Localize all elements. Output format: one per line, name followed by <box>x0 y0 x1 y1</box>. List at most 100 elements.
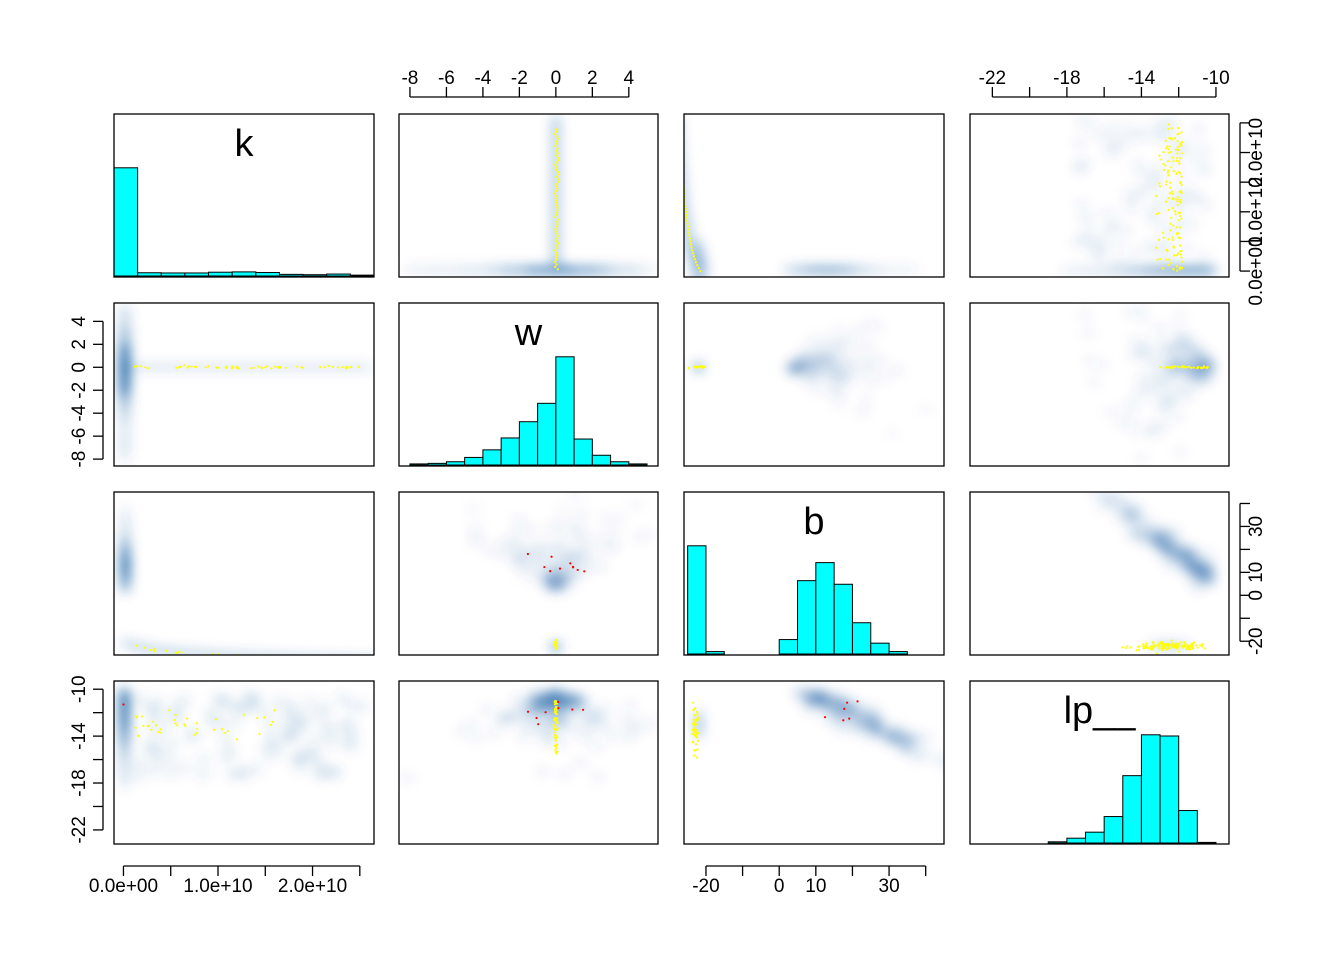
draw-point <box>1178 226 1182 229</box>
draw-point <box>1179 157 1182 160</box>
histogram-bar <box>1140 734 1161 844</box>
draw-point <box>144 366 147 369</box>
histogram-bar <box>1066 837 1087 844</box>
draw-point <box>1177 127 1180 130</box>
x-tick-label: -2 <box>511 68 528 89</box>
density-blob <box>1143 388 1158 395</box>
density-blob <box>496 717 508 726</box>
draw-point <box>284 366 287 369</box>
draw-point <box>1174 148 1177 151</box>
draw-point <box>174 713 177 717</box>
draw-point <box>269 723 272 726</box>
draw-point <box>1177 236 1180 239</box>
density-blob <box>1095 361 1109 368</box>
x-tick-label: 2 <box>587 68 598 89</box>
draw-point <box>1170 644 1174 647</box>
draw-point <box>248 657 250 659</box>
draw-point <box>556 235 559 238</box>
draw-point <box>270 367 273 370</box>
density-blob <box>537 724 548 733</box>
density-blob <box>1154 534 1170 543</box>
density-blob <box>1191 126 1205 134</box>
density-blob <box>1196 254 1210 262</box>
density-blob <box>177 695 191 705</box>
draw-point <box>204 366 207 369</box>
draw-point <box>1165 200 1168 203</box>
panel-w-lp__ <box>1078 305 1217 462</box>
draw-point <box>843 707 846 710</box>
density-blob <box>669 131 682 140</box>
draw-point <box>555 189 558 193</box>
panel-lp__-w <box>401 688 656 783</box>
density-blob <box>132 694 146 705</box>
draw-point <box>1201 645 1204 648</box>
density-blob <box>318 703 332 713</box>
draw-point <box>1158 182 1161 185</box>
density-blob <box>692 239 706 277</box>
density-blob <box>488 266 501 274</box>
panel-frame <box>398 680 659 845</box>
draw-point <box>347 660 349 662</box>
density-blob <box>815 355 827 362</box>
draw-point <box>1142 643 1145 646</box>
draw-point <box>1175 156 1179 160</box>
density-blob <box>1077 212 1091 220</box>
panel-w-b <box>687 319 932 437</box>
density-blob <box>1169 226 1183 234</box>
histogram-bar <box>349 274 374 277</box>
density-blob <box>1105 408 1119 416</box>
draw-point <box>302 366 305 369</box>
density-blob <box>1155 247 1169 255</box>
draw-point <box>1197 366 1200 369</box>
draw-point <box>235 656 237 658</box>
density-blob <box>601 722 613 732</box>
density-blob <box>582 552 596 559</box>
draw-point <box>1145 644 1148 648</box>
draw-point <box>185 717 189 720</box>
draw-point <box>679 131 681 133</box>
draw-point <box>345 661 347 663</box>
draw-point <box>1177 148 1180 152</box>
density-blob <box>860 405 872 412</box>
draw-point <box>1162 150 1165 154</box>
draw-point <box>1172 160 1175 163</box>
density-blob <box>332 656 347 663</box>
density-blob <box>1186 378 1200 385</box>
density-blob <box>546 522 559 530</box>
density-blob <box>811 383 823 390</box>
density-blob <box>468 530 482 538</box>
draw-point <box>846 701 849 704</box>
draw-point <box>554 750 557 754</box>
draw-point <box>543 565 546 569</box>
density-blob <box>1152 331 1166 339</box>
draw-point <box>1165 147 1168 150</box>
density-blob <box>249 765 263 775</box>
draw-point <box>554 197 557 200</box>
draw-point <box>260 367 263 370</box>
density-blob <box>824 355 837 361</box>
draw-point <box>153 649 156 653</box>
draw-point <box>1172 170 1175 173</box>
density-blob <box>1199 201 1213 209</box>
draw-point <box>152 647 156 651</box>
draw-point <box>555 251 558 254</box>
histogram-bar <box>208 271 233 277</box>
density-blob <box>165 738 179 749</box>
density-blob <box>1135 313 1149 321</box>
density-blob <box>119 303 131 312</box>
histogram-bar <box>278 273 304 277</box>
density-blob <box>503 712 515 721</box>
draw-point <box>680 157 682 159</box>
draw-point <box>1170 645 1173 648</box>
draw-point <box>224 656 226 658</box>
draw-point <box>679 134 681 136</box>
density-blob <box>1173 220 1187 228</box>
panel-frame <box>683 302 945 467</box>
density-blob <box>470 537 484 544</box>
draw-point <box>701 366 704 369</box>
histogram-bar <box>815 562 835 655</box>
density-blob <box>684 160 685 164</box>
histogram-bar <box>464 456 484 466</box>
density-blob <box>591 559 605 566</box>
density-blob <box>1181 348 1195 356</box>
